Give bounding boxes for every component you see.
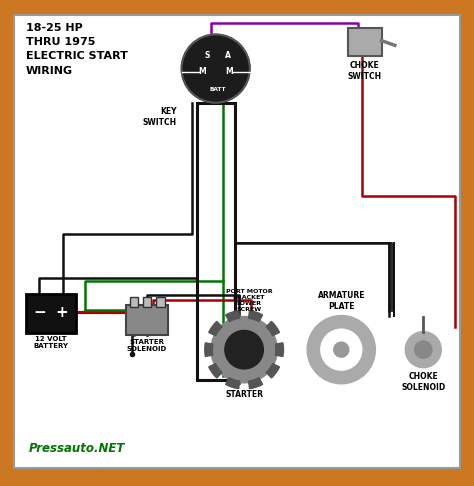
Wedge shape	[226, 311, 240, 322]
FancyBboxPatch shape	[156, 296, 165, 307]
Text: Pressauto.NET: Pressauto.NET	[28, 442, 125, 455]
FancyBboxPatch shape	[0, 6, 474, 480]
Wedge shape	[275, 343, 283, 357]
FancyBboxPatch shape	[143, 296, 151, 307]
Circle shape	[225, 330, 264, 369]
Wedge shape	[248, 378, 263, 389]
Text: CHOKE
SWITCH: CHOKE SWITCH	[348, 61, 382, 81]
Text: STARTER: STARTER	[225, 390, 263, 399]
Text: STARTER
SOLENOID: STARTER SOLENOID	[127, 339, 167, 352]
Circle shape	[307, 315, 375, 384]
Wedge shape	[248, 311, 263, 322]
Circle shape	[321, 329, 362, 370]
Text: CHOKE
SOLENOID: CHOKE SOLENOID	[401, 372, 446, 392]
Text: −: −	[34, 305, 46, 320]
Text: BATT: BATT	[210, 87, 226, 91]
Text: 12 VOLT
BATTERY: 12 VOLT BATTERY	[34, 336, 68, 349]
FancyBboxPatch shape	[26, 294, 76, 333]
Circle shape	[415, 341, 432, 358]
Circle shape	[334, 342, 349, 357]
Text: +: +	[55, 305, 68, 320]
FancyBboxPatch shape	[14, 16, 460, 468]
Circle shape	[405, 331, 441, 368]
Wedge shape	[205, 343, 213, 357]
Text: M: M	[199, 68, 206, 76]
Wedge shape	[209, 364, 222, 378]
Text: ARMATURE
PLATE: ARMATURE PLATE	[318, 292, 365, 311]
Text: PORT MOTOR
BRACKET
LOWER
SCREW: PORT MOTOR BRACKET LOWER SCREW	[226, 289, 272, 312]
Text: 18-25 HP
THRU 1975
ELECTRIC START
WIRING: 18-25 HP THRU 1975 ELECTRIC START WIRING	[26, 22, 128, 76]
Text: S: S	[204, 51, 210, 60]
FancyBboxPatch shape	[348, 28, 382, 56]
Wedge shape	[226, 378, 240, 389]
FancyBboxPatch shape	[126, 305, 168, 335]
Text: KEY
SWITCH: KEY SWITCH	[143, 107, 177, 127]
Text: M: M	[225, 68, 233, 76]
Circle shape	[182, 35, 250, 103]
Wedge shape	[266, 321, 280, 336]
Circle shape	[211, 316, 277, 383]
Wedge shape	[266, 364, 280, 378]
Wedge shape	[209, 321, 222, 336]
Text: A: A	[225, 51, 230, 60]
FancyBboxPatch shape	[130, 296, 138, 307]
